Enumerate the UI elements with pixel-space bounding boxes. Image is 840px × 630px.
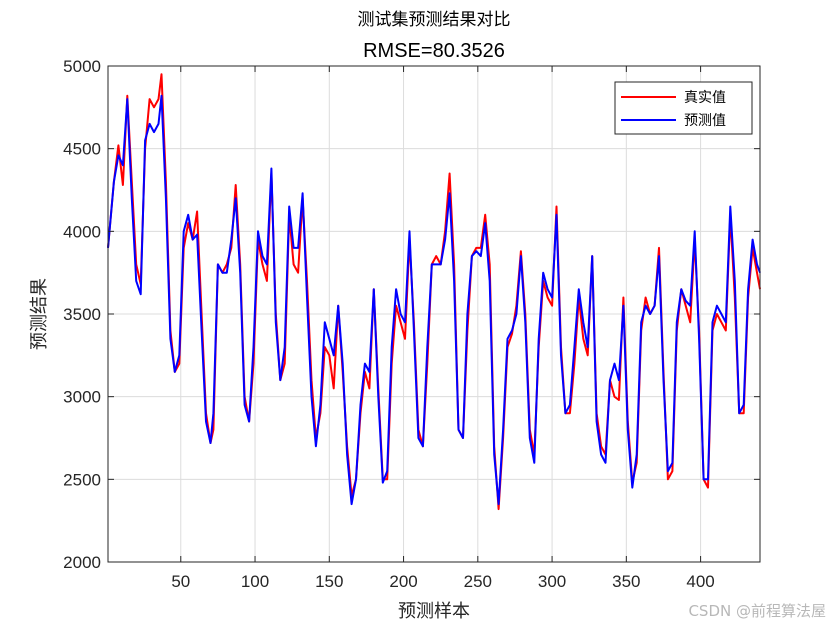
watermark: CSDN @前程算法屋	[688, 602, 826, 620]
y-axis-ticks: 2000 2500 3000 3500 4000 4500 5000	[63, 57, 760, 572]
grid-lines	[108, 65, 760, 563]
y-tick-label: 4500	[63, 140, 101, 159]
y-tick-label: 3000	[63, 388, 101, 407]
y-tick-label: 4000	[63, 222, 101, 241]
x-tick-label: 200	[389, 572, 417, 591]
x-tick-label: 300	[538, 572, 566, 591]
x-tick-label: 350	[612, 572, 640, 591]
x-axis-ticks: 50 100 150 200 250 300 350 400	[171, 66, 715, 591]
series-lines	[107, 73, 761, 511]
legend-label-real: 真实值	[684, 90, 726, 106]
x-tick-label: 400	[686, 572, 714, 591]
x-axis-label: 预测样本	[398, 601, 470, 622]
x-tick-label: 150	[315, 572, 343, 591]
chart-title: 测试集预测结果对比	[358, 10, 511, 30]
legend-label-predicted: 预测值	[684, 113, 726, 129]
y-tick-label: 5000	[63, 57, 101, 76]
series-line-predicted	[107, 94, 761, 506]
y-tick-label: 2000	[63, 553, 101, 572]
legend-box	[614, 81, 753, 135]
y-tick-label: 3500	[63, 305, 101, 324]
x-tick-label: 250	[464, 572, 492, 591]
chart-subtitle: RMSE=80.3526	[363, 40, 505, 62]
x-tick-label: 100	[241, 572, 269, 591]
legend: 真实值 预测值	[614, 81, 753, 135]
y-tick-label: 2500	[63, 470, 101, 489]
y-axis-label: 预测结果	[29, 278, 50, 350]
x-tick-label: 50	[171, 572, 190, 591]
